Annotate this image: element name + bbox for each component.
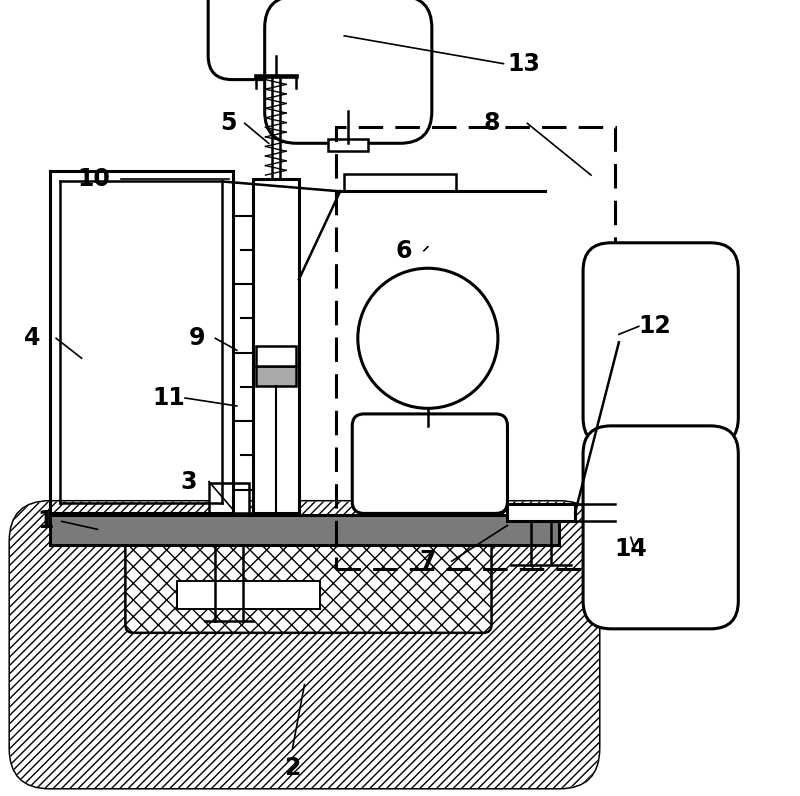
Text: 1: 1 (38, 509, 54, 533)
Text: 10: 10 (77, 167, 110, 191)
FancyBboxPatch shape (265, 0, 432, 143)
Bar (253, 179, 299, 513)
Bar (256, 366, 296, 386)
Bar (177, 581, 321, 609)
FancyBboxPatch shape (583, 426, 738, 629)
Bar (336, 127, 615, 569)
Text: 7: 7 (420, 549, 436, 573)
Text: 3: 3 (181, 470, 198, 494)
Text: 5: 5 (221, 111, 237, 135)
Text: 6: 6 (396, 239, 412, 263)
Text: 9: 9 (189, 326, 206, 350)
Text: 2: 2 (284, 756, 301, 780)
Bar (256, 346, 296, 366)
Text: 14: 14 (614, 537, 647, 561)
FancyBboxPatch shape (126, 533, 491, 633)
Bar (209, 483, 249, 515)
Bar (344, 174, 456, 191)
FancyBboxPatch shape (10, 501, 599, 788)
Bar (328, 139, 368, 151)
Bar (507, 504, 575, 521)
Text: 13: 13 (507, 52, 540, 76)
Circle shape (358, 268, 498, 408)
FancyBboxPatch shape (208, 0, 343, 80)
Text: 4: 4 (24, 326, 41, 350)
Text: 12: 12 (638, 314, 671, 338)
Text: 11: 11 (153, 386, 186, 410)
FancyBboxPatch shape (352, 414, 507, 513)
Text: 8: 8 (483, 111, 500, 135)
FancyBboxPatch shape (583, 243, 738, 446)
FancyBboxPatch shape (10, 501, 599, 788)
Bar (50, 515, 559, 545)
